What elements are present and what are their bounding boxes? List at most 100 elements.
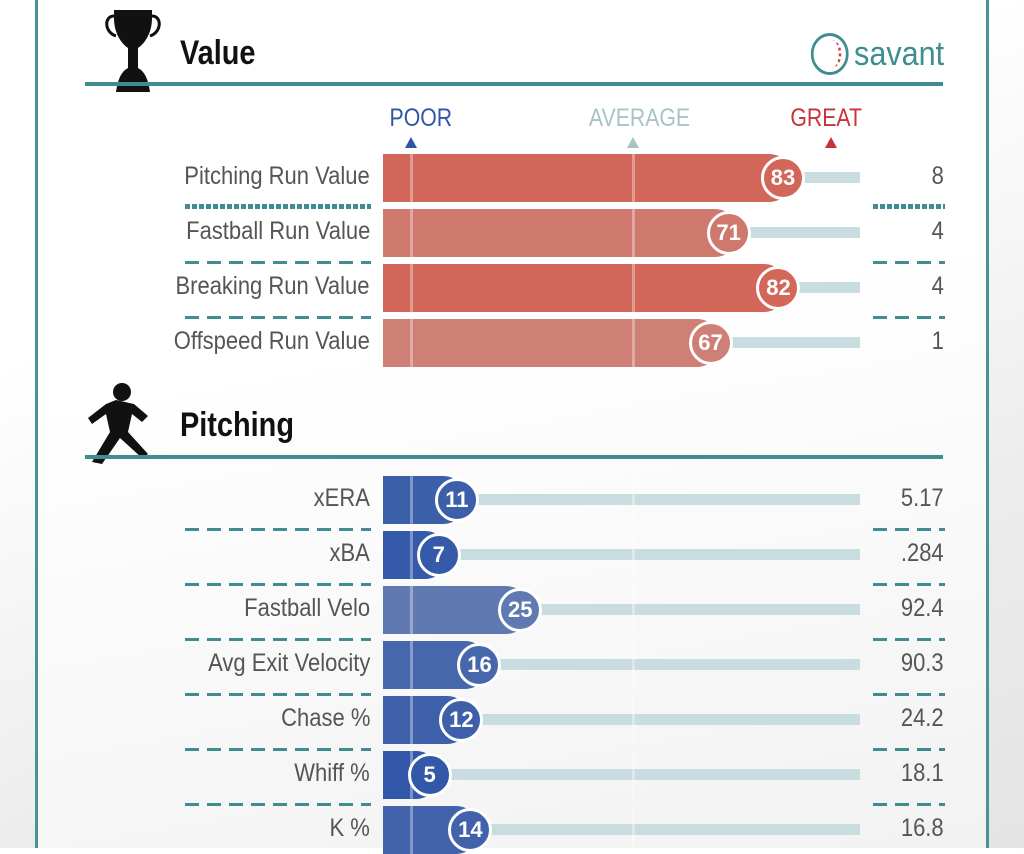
- poor-gridline: [410, 154, 413, 202]
- row-divider: [185, 528, 371, 531]
- metric-row: Chase % 12 24.2: [0, 696, 1024, 744]
- poor-gridline: [410, 264, 413, 312]
- metric-row: Offspeed Run Value 67 1: [0, 319, 1024, 367]
- percentile-badge[interactable]: 82: [756, 266, 801, 310]
- percentile-badge[interactable]: 11: [434, 478, 479, 522]
- poor-gridline: [410, 586, 413, 634]
- percentile-track: [461, 714, 860, 725]
- metric-label: Offspeed Run Value: [173, 327, 370, 355]
- average-gridline: [632, 696, 635, 744]
- row-divider: [873, 528, 945, 531]
- percentile-bar: [383, 264, 789, 312]
- percentile-badge[interactable]: 16: [457, 643, 502, 687]
- baseball-icon: [810, 33, 849, 75]
- metric-label: Chase %: [280, 704, 370, 732]
- row-divider: [185, 583, 371, 586]
- metric-row: xERA 11 5.17: [0, 476, 1024, 524]
- average-gridline: [632, 154, 635, 202]
- poor-gridline: [410, 641, 413, 689]
- row-divider: [185, 693, 371, 696]
- row-divider: [873, 316, 945, 319]
- percentile-track: [520, 604, 860, 615]
- metric-label: Breaking Run Value: [175, 272, 370, 300]
- pitching-section-title: Pitching: [180, 406, 294, 444]
- metric-value: 8: [931, 162, 944, 190]
- row-divider: [873, 748, 945, 751]
- metric-row: K % 14 16.8: [0, 806, 1024, 854]
- row-divider: [873, 693, 945, 696]
- row-divider: [873, 803, 945, 806]
- average-gridline: [632, 531, 635, 579]
- metric-value: 4: [931, 272, 944, 300]
- percentile-badge[interactable]: 7: [416, 533, 461, 577]
- percentile-badge[interactable]: 5: [407, 753, 452, 797]
- average-gridline: [632, 209, 635, 257]
- metric-row: Avg Exit Velocity 16 90.3: [0, 641, 1024, 689]
- average-gridline: [632, 586, 635, 634]
- metric-row: Whiff % 5 18.1: [0, 751, 1024, 799]
- average-gridline: [632, 641, 635, 689]
- percentile-bar: [383, 209, 739, 257]
- metric-label: K %: [329, 814, 370, 842]
- average-gridline: [632, 806, 635, 854]
- metric-value: 92.4: [901, 594, 944, 622]
- average-marker-icon: [627, 137, 639, 148]
- row-divider: [185, 261, 371, 264]
- percentile-badge[interactable]: 71: [706, 211, 751, 255]
- percentile-badge[interactable]: 67: [688, 321, 733, 365]
- percentile-badge[interactable]: 25: [498, 588, 543, 632]
- row-divider: [873, 261, 945, 264]
- metric-row: Fastball Run Value 71 4: [0, 209, 1024, 257]
- percentile-badge[interactable]: 83: [760, 156, 805, 200]
- percentile-track: [438, 549, 860, 560]
- percentile-track: [782, 172, 860, 183]
- percentile-track: [456, 494, 860, 505]
- poor-marker-icon: [405, 137, 417, 148]
- metric-label: Pitching Run Value: [184, 162, 370, 190]
- average-gridline: [632, 319, 635, 367]
- metric-label: xBA: [329, 539, 370, 567]
- percentile-track: [728, 227, 860, 238]
- metric-row: Breaking Run Value 82 4: [0, 264, 1024, 312]
- trophy-icon: [105, 10, 161, 92]
- metric-label: Fastball Run Value: [185, 217, 370, 245]
- metric-value: 1: [931, 327, 944, 355]
- metric-value: 4: [931, 217, 944, 245]
- metric-value: 5.17: [901, 484, 944, 512]
- pitcher-icon: [88, 383, 148, 464]
- row-divider: [185, 638, 371, 641]
- percentile-track: [778, 282, 860, 293]
- percentile-track: [479, 659, 860, 670]
- percentile-track: [429, 769, 860, 780]
- metric-value: 24.2: [901, 704, 944, 732]
- metric-label: Whiff %: [294, 759, 370, 787]
- metric-label: xERA: [313, 484, 370, 512]
- scale-poor-label: POOR: [389, 104, 453, 132]
- great-marker-icon: [825, 137, 837, 148]
- poor-gridline: [410, 476, 413, 524]
- value-section-title: Value: [180, 34, 256, 72]
- scale-average-label: AVERAGE: [588, 104, 691, 132]
- row-divider: [873, 583, 945, 586]
- highlight-divider: [873, 204, 945, 209]
- highlight-divider: [185, 204, 371, 209]
- metric-value: 18.1: [901, 759, 944, 787]
- percentile-badge[interactable]: 14: [448, 808, 493, 852]
- metric-label: Fastball Velo: [244, 594, 370, 622]
- percentile-bar: [383, 154, 793, 202]
- metric-value: 16.8: [901, 814, 944, 842]
- brand-name: savant: [853, 34, 944, 73]
- percentile-badge[interactable]: 12: [439, 698, 484, 742]
- average-gridline: [632, 476, 635, 524]
- percentile-bar: [383, 319, 721, 367]
- metric-row: Pitching Run Value 83 8: [0, 154, 1024, 202]
- metric-label: Avg Exit Velocity: [207, 649, 370, 677]
- value-divider: [85, 82, 943, 86]
- metric-value: 90.3: [901, 649, 944, 677]
- row-divider: [873, 638, 945, 641]
- row-divider: [185, 748, 371, 751]
- row-divider: [185, 316, 371, 319]
- average-gridline: [632, 264, 635, 312]
- metric-row: Fastball Velo 25 92.4: [0, 586, 1024, 634]
- pitching-divider: [85, 455, 943, 459]
